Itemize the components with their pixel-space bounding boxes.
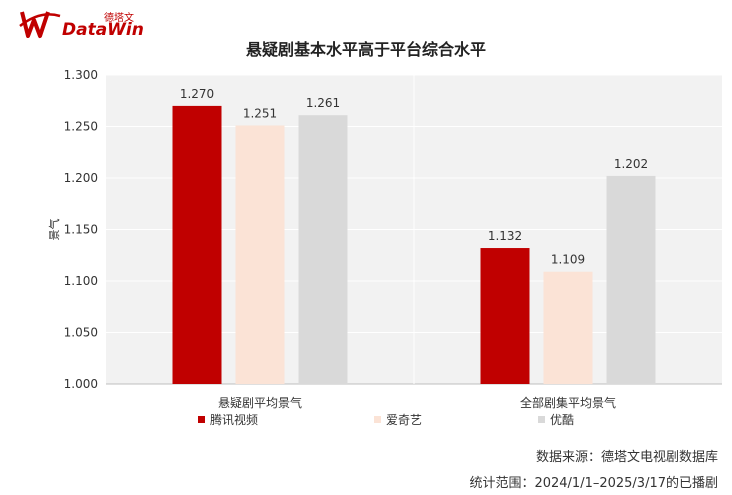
y-tick-label: 1.250 xyxy=(64,120,98,134)
legend-swatch xyxy=(538,416,545,423)
logo-brand-text: DataWin xyxy=(62,20,144,40)
y-tick-label: 1.100 xyxy=(64,274,98,288)
legend-label: 腾讯视频 xyxy=(210,412,258,427)
legend-swatch xyxy=(198,416,205,423)
y-tick-label: 1.000 xyxy=(64,377,98,391)
bar-value-label: 1.251 xyxy=(243,106,277,120)
chart-title: 悬疑剧基本水平高于平台综合水平 xyxy=(245,40,486,59)
logo-cn-text: 德塔文 xyxy=(104,13,134,24)
bar xyxy=(480,248,530,384)
bar xyxy=(543,271,593,384)
y-tick-label: 1.150 xyxy=(64,223,98,237)
bar-chart: 1.000 1.050 1.100 1.150 1.200 1.250 1.300 景气 1.2… xyxy=(47,68,722,427)
bar-value-label: 1.202 xyxy=(614,157,648,171)
bar xyxy=(172,105,222,385)
y-axis-label: 景气 xyxy=(47,219,61,241)
bar xyxy=(298,115,348,385)
x-category-label: 全部剧集平均景气 xyxy=(520,395,616,410)
bar-value-label: 1.109 xyxy=(551,253,585,267)
bar-value-label: 1.132 xyxy=(488,229,522,243)
y-tick-label: 1.200 xyxy=(64,171,98,185)
datawin-logo: DataWin 德塔文 xyxy=(18,6,148,46)
bar xyxy=(606,175,656,384)
bar-value-label: 1.270 xyxy=(180,87,214,101)
bar xyxy=(235,125,285,384)
x-category-label: 悬疑剧平均景气 xyxy=(218,395,302,410)
legend-swatch xyxy=(374,416,381,423)
y-tick-label: 1.050 xyxy=(64,326,98,340)
y-tick-label: 1.300 xyxy=(64,68,98,82)
legend-label: 爱奇艺 xyxy=(386,413,422,427)
legend-label: 优酷 xyxy=(550,413,574,427)
data-source-note: 数据来源：德塔文电视剧数据库 xyxy=(535,450,718,465)
datawin-logo-icon xyxy=(19,11,61,38)
bar-value-label: 1.261 xyxy=(306,96,340,110)
data-range-note: 统计范围：2024/1/1–2025/3/17的已播剧 xyxy=(469,476,718,491)
